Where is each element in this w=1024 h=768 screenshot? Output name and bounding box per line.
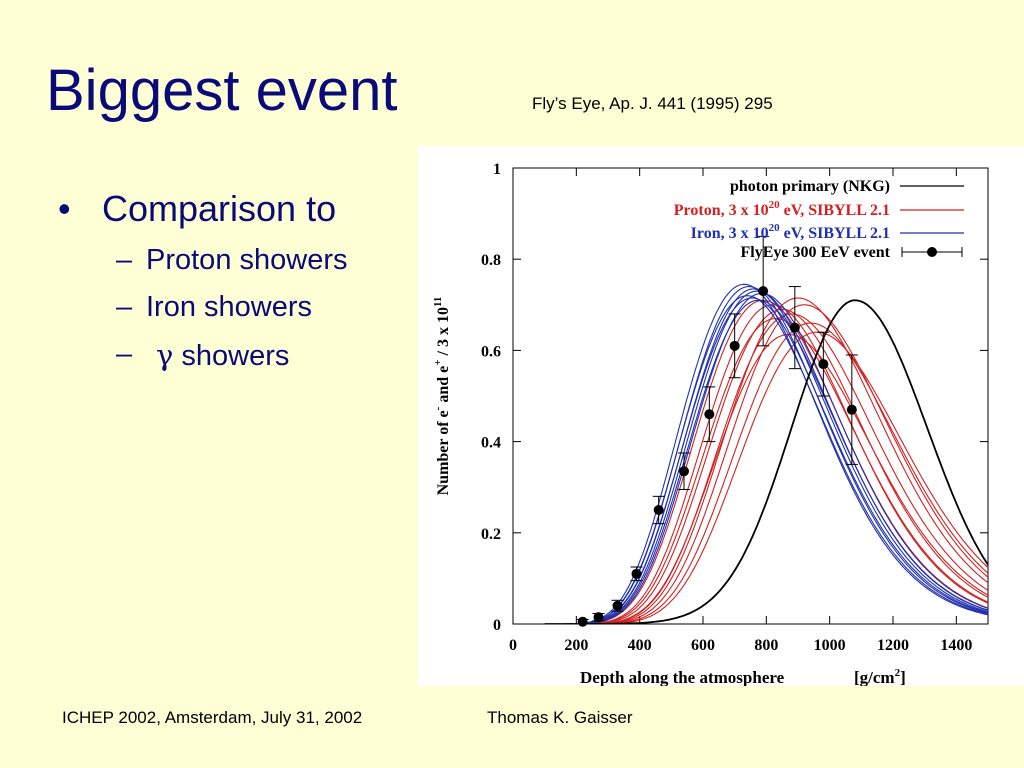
slide-title: Biggest event bbox=[46, 58, 398, 123]
dash-marker: – bbox=[116, 291, 133, 323]
main-bullet-text: Comparison to bbox=[102, 188, 337, 229]
x-tick-label: 1400 bbox=[940, 637, 972, 654]
x-tick-label: 1000 bbox=[814, 637, 846, 654]
event-data-point bbox=[729, 340, 740, 351]
proton-series-curve bbox=[544, 308, 988, 624]
sub-bullet-text: Iron showers bbox=[146, 291, 313, 323]
x-tick-label: 1200 bbox=[877, 637, 909, 654]
y-tick-label: 0.2 bbox=[481, 526, 501, 543]
event-data-point bbox=[577, 616, 588, 627]
proton-series-curve bbox=[544, 331, 988, 624]
proton-series-curve bbox=[544, 304, 988, 624]
proton-series-curve bbox=[544, 317, 988, 624]
y-tick-label: 0.6 bbox=[481, 343, 501, 360]
x-tick-label: 800 bbox=[754, 637, 778, 654]
plot-frame bbox=[512, 167, 989, 625]
iron-series-curve bbox=[544, 288, 988, 624]
x-axis-unit: [g/cm2] bbox=[854, 667, 906, 686]
event-data-point bbox=[679, 466, 689, 477]
photon-series-curve bbox=[544, 299, 988, 624]
event-data-point bbox=[758, 286, 769, 297]
dash-marker: – bbox=[116, 338, 133, 370]
proton-series-curve bbox=[544, 304, 988, 624]
proton-series-curve bbox=[544, 297, 988, 624]
sub-bullet-gamma: – γ showers bbox=[58, 338, 348, 373]
shower-profile-chart: 0 200 400 600 800 1000 1200 1400 0 0.2 0.4 0.6 0.8 1 D… bbox=[432, 161, 989, 686]
event-data-point bbox=[612, 600, 623, 611]
event-data-point bbox=[846, 404, 857, 415]
sub-bullet-proton: – Proton showers bbox=[58, 244, 348, 277]
footer-author: Thomas K. Gaisser bbox=[487, 708, 633, 727]
dash-marker: – bbox=[116, 244, 133, 276]
legend-label-1: Proton, 3 x 1020 eV, SIBYLL 2.1 bbox=[674, 199, 890, 219]
y-axis-label: Number of e- and e+ / 3 x 1011 bbox=[432, 297, 452, 496]
proton-series-curve bbox=[544, 333, 988, 624]
x-tick-label: 200 bbox=[564, 637, 588, 654]
legend-label-2: Iron, 3 x 1020 eV, SIBYLL 2.1 bbox=[691, 222, 890, 242]
chart-panel: 0 200 400 600 800 1000 1200 1400 0 0.2 0.4 0.6 0.8 1 D… bbox=[418, 146, 1024, 686]
y-tick-label: 0.8 bbox=[481, 252, 501, 269]
iron-series-curve bbox=[544, 295, 988, 624]
event-data-point bbox=[789, 322, 800, 333]
x-tick-label: 600 bbox=[691, 637, 715, 654]
event-data-point bbox=[818, 359, 829, 370]
x-tick-label: 400 bbox=[628, 637, 652, 654]
footer-conference: ICHEP 2002, Amsterdam, July 31, 2002 bbox=[62, 708, 363, 727]
main-bullet: • Comparison to bbox=[58, 188, 348, 230]
sub-bullet-iron: – Iron showers bbox=[58, 291, 348, 324]
curves-group bbox=[544, 283, 988, 624]
legend-label-3: FlyEye 300 EeV event bbox=[741, 244, 891, 261]
bullet-list: • Comparison to – Proton showers – Iron … bbox=[58, 188, 348, 373]
x-tick-label: 0 bbox=[509, 637, 517, 654]
y-tick-label: 0.4 bbox=[481, 435, 501, 452]
event-data-point bbox=[593, 612, 604, 623]
event-data-point bbox=[704, 409, 715, 420]
proton-series-curve bbox=[544, 299, 988, 624]
legend-label-0: photon primary (NKG) bbox=[730, 178, 890, 195]
iron-series-curve bbox=[544, 299, 988, 624]
y-tick-label: 1 bbox=[493, 161, 501, 178]
bullet-marker: • bbox=[58, 188, 71, 229]
citation: Fly’s Eye, Ap. J. 441 (1995) 295 bbox=[532, 94, 773, 113]
y-tick-label: 0 bbox=[493, 617, 501, 634]
gamma-symbol: γ bbox=[156, 338, 174, 372]
event-data-point bbox=[631, 568, 642, 579]
x-axis-label: Depth along the atmosphere bbox=[580, 668, 785, 686]
event-data-point bbox=[653, 505, 664, 515]
sub-bullet-text: showers bbox=[181, 340, 290, 372]
sub-bullet-text: Proton showers bbox=[146, 244, 348, 276]
legend-marker bbox=[927, 247, 937, 257]
